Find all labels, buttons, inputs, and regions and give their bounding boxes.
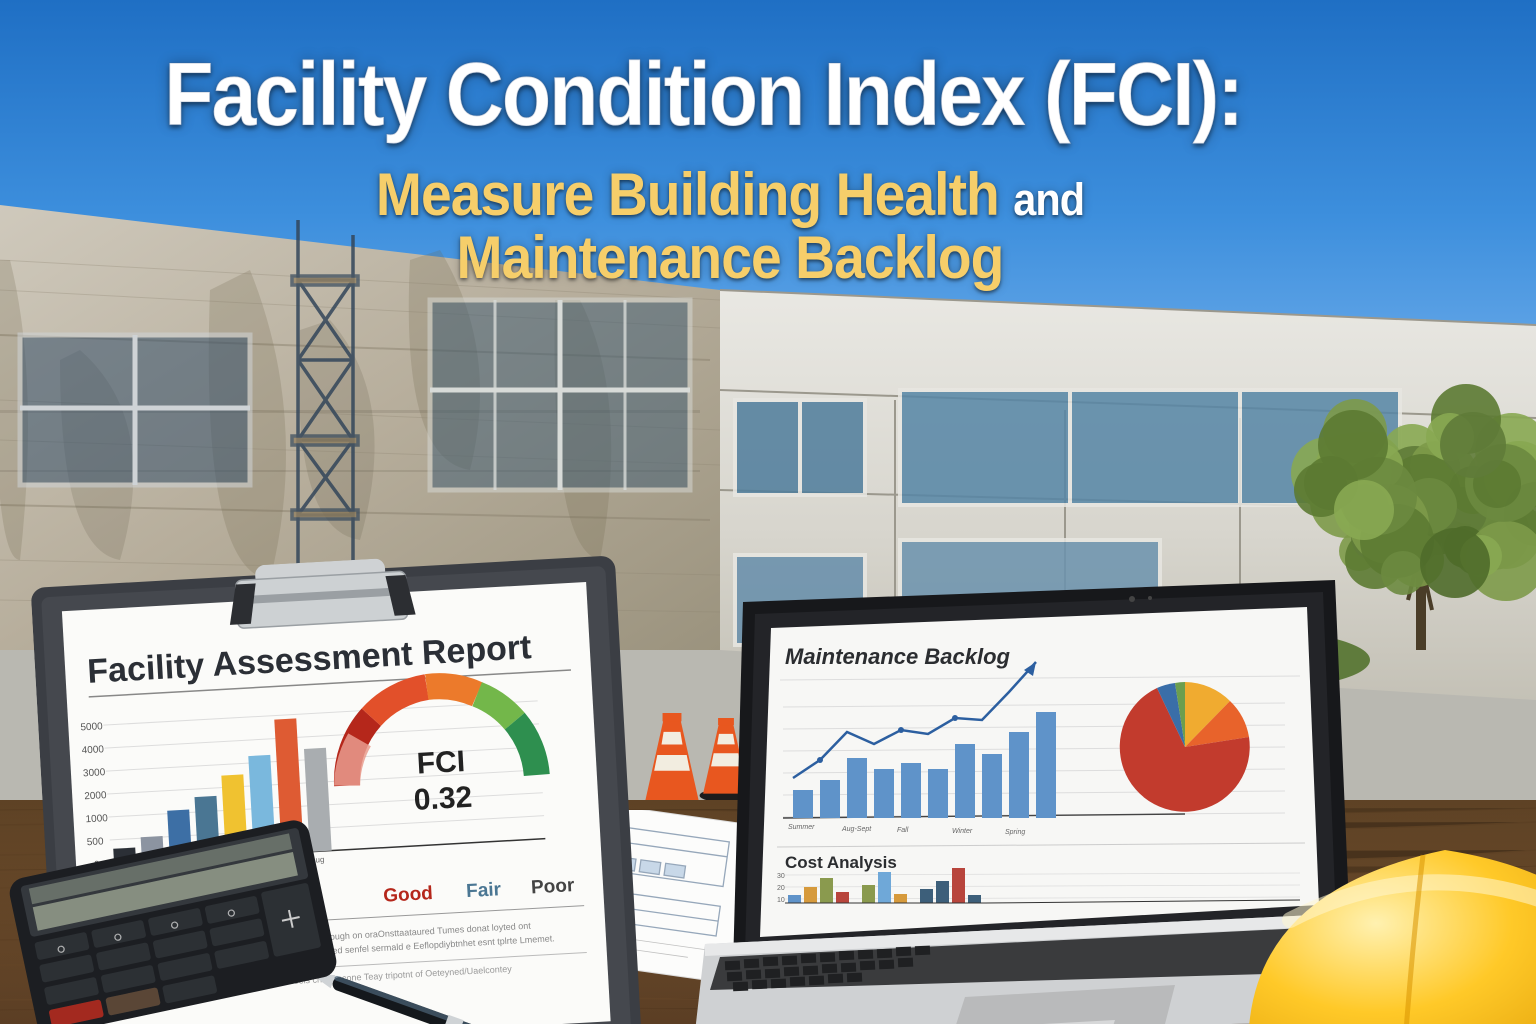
svg-text:Cost Analysis: Cost Analysis (785, 853, 897, 872)
svg-text:5000: 5000 (80, 721, 103, 733)
svg-text:Aug-Sept: Aug-Sept (841, 826, 872, 833)
svg-text:3000: 3000 (83, 767, 106, 779)
svg-text:Poor: Poor (531, 875, 576, 898)
svg-text:Winter: Winter (952, 828, 973, 835)
svg-text:1000: 1000 (85, 813, 108, 825)
svg-text:500: 500 (87, 836, 105, 848)
svg-text:20: 20 (777, 885, 785, 892)
svg-text:10: 10 (777, 897, 785, 904)
svg-text:2000: 2000 (84, 790, 107, 802)
svg-text:30: 30 (777, 873, 785, 880)
svg-text:Good: Good (383, 883, 434, 907)
svg-text:Maintenance Backlog: Maintenance Backlog (785, 644, 1011, 669)
svg-text:0.32: 0.32 (413, 781, 473, 817)
svg-text:4000: 4000 (81, 744, 104, 756)
svg-text:Summer: Summer (788, 824, 815, 831)
svg-text:Fair: Fair (466, 879, 503, 902)
svg-text:Spring: Spring (1005, 829, 1025, 836)
svg-text:FCI: FCI (416, 745, 466, 781)
svg-text:Fall: Fall (897, 827, 909, 834)
